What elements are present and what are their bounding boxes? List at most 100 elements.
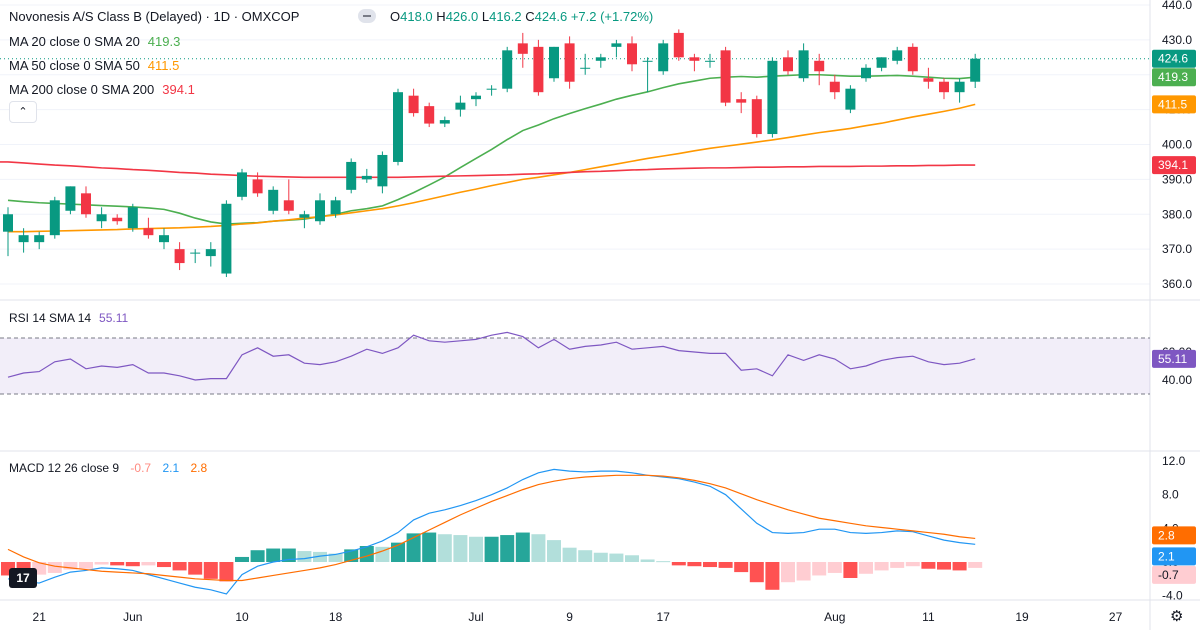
macd-signal-badge: 2.8 (1158, 528, 1175, 542)
signal-line (7, 474, 976, 582)
time-tick-label: 9 (566, 610, 573, 624)
candle-up (3, 214, 13, 232)
macd-badge: 2.1 (1158, 549, 1175, 563)
rsi-tick-label: 40.00 (1162, 373, 1192, 387)
macd-histogram-bar (94, 562, 109, 565)
candle-down (112, 217, 123, 222)
candle-up (159, 235, 169, 243)
time-tick-label: 10 (235, 610, 249, 624)
close-key: C (525, 9, 535, 24)
macd-histogram-bar (110, 562, 125, 566)
macd-histogram-bar (640, 559, 655, 562)
rsi-legend-value: 55.11 (99, 311, 129, 325)
candle-down (689, 57, 700, 61)
rsi-legend-label: RSI 14 SMA 14 (9, 311, 92, 325)
candle-up (315, 200, 325, 222)
tradingview-logo[interactable]: 17 (9, 568, 37, 588)
price-tick-label: 390.0 (1162, 172, 1192, 186)
macd-hist-badge: -0.7 (1158, 568, 1179, 582)
time-tick-label: 17 (657, 610, 671, 624)
macd-value: 2.1 (162, 461, 180, 475)
candle-up (49, 200, 60, 236)
macd-histogram-bar (422, 532, 437, 562)
candle-up (970, 58, 981, 82)
candle-up (377, 154, 388, 187)
macd-histogram-bar (968, 562, 983, 568)
macd-histogram-bar (578, 550, 593, 562)
hide-legend-button[interactable] (358, 9, 376, 23)
price-badge: 419.3 (1158, 70, 1188, 84)
candle-down (424, 106, 435, 124)
price-tick-label: 360.0 (1162, 277, 1192, 291)
macd-histogram-bar (219, 562, 234, 582)
macd-histogram-bar (125, 562, 140, 567)
price-badge-bg (1152, 95, 1196, 114)
rsi-badge: 55.11 (1158, 352, 1187, 366)
candle-up (845, 88, 856, 110)
candle-down (814, 60, 825, 72)
candle-down (533, 46, 544, 93)
legend-ma20-value: 419.3 (147, 34, 181, 49)
rsi-legend[interactable]: RSI 14 SMA 14 55.11 (9, 311, 128, 325)
legend-ma20[interactable]: MA 20 close 0 SMA 20 419.3 (9, 34, 180, 49)
time-tick-label: 19 (1015, 610, 1029, 624)
price-badge: 424.6 (1158, 52, 1188, 66)
macd-histogram-bar (484, 536, 499, 562)
rsi-line (7, 331, 976, 381)
ma-line (7, 73, 976, 225)
candle-up (346, 161, 357, 190)
time-tick-label: Jul (468, 610, 483, 624)
macd-histogram-bar (921, 562, 936, 569)
close-value: 424.6 (534, 9, 568, 24)
legend-ma200[interactable]: MA 200 close 0 SMA 200 394.1 (9, 82, 195, 97)
open-value: 418.0 (400, 9, 433, 24)
candle-down (174, 249, 185, 264)
macd-histogram-bar (141, 562, 156, 566)
candle-down (829, 81, 840, 93)
legend-ma20-label: MA 20 close 0 SMA 20 (9, 34, 140, 49)
macd-histogram-bar (453, 535, 468, 562)
candle-down (907, 46, 918, 72)
macd-histogram-bar (203, 562, 218, 579)
macd-legend[interactable]: MACD 12 26 close 9 -0.7 2.1 2.8 (9, 461, 207, 475)
price-tick-label: 430.0 (1162, 33, 1192, 47)
rsi-band (0, 337, 1150, 395)
macd-histogram-bar (359, 546, 374, 562)
macd-histogram-bar (952, 562, 967, 571)
rsi-line-group (7, 331, 976, 381)
price-badge: 394.1 (1158, 158, 1188, 172)
legend-ma200-value: 394.1 (162, 82, 195, 97)
legend-ma50[interactable]: MA 50 close 0 SMA 50 411.5 (9, 58, 179, 73)
macd-histogram-bar (781, 562, 795, 583)
macd-line (7, 468, 976, 595)
candle-up (767, 60, 778, 135)
macd-histogram-bar (406, 533, 421, 562)
macd-histogram-bar (500, 535, 515, 562)
macd-histogram-bar (874, 562, 889, 571)
candle-up (580, 67, 591, 69)
macd-histogram-bar (562, 547, 577, 562)
time-tick-label: 18 (329, 610, 343, 624)
candle-up (96, 214, 107, 222)
gear-icon[interactable]: ⚙ (1170, 608, 1184, 625)
symbol-title: Novonesis A/S Class B (Delayed) · 1D · O… (9, 9, 300, 24)
macd-histogram-bar (469, 536, 483, 562)
time-tick-label: 27 (1109, 610, 1123, 624)
open-key: O (390, 9, 401, 24)
macd-histogram-bar (625, 555, 639, 562)
macd-histogram-bar (172, 562, 187, 571)
macd-histogram-bar (235, 556, 249, 562)
candle-up (299, 214, 310, 218)
candle-down (408, 95, 419, 114)
rsi-band-fill (0, 338, 1150, 394)
time-tick-label: Aug (824, 610, 845, 624)
candle-up (221, 203, 232, 274)
macd-histogram-bar (266, 548, 281, 562)
chevron-up-icon[interactable]: ⌃ (9, 101, 37, 123)
macd-histogram-bar (547, 540, 561, 562)
candle-up (330, 200, 341, 215)
macd-tick-label: 12.0 (1162, 454, 1186, 468)
macd-histogram-bar (297, 551, 312, 562)
